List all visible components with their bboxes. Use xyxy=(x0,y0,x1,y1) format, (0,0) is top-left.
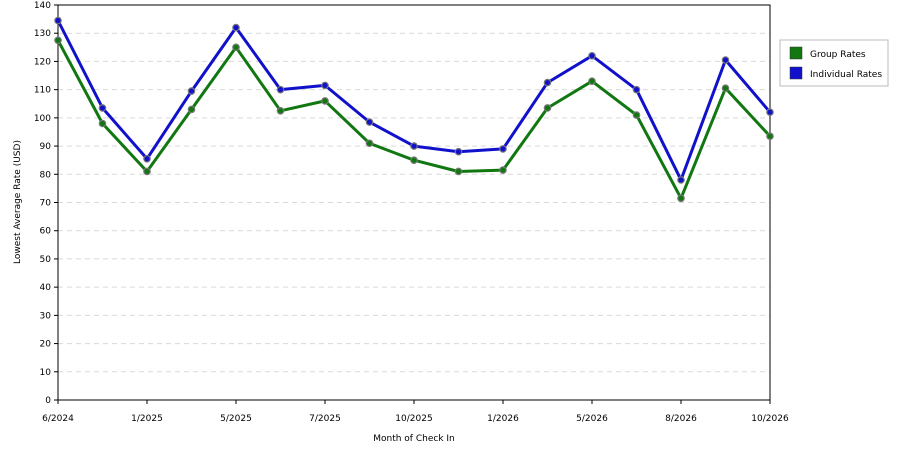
individual-rates-line xyxy=(56,19,772,182)
y-tick-label: 90 xyxy=(40,142,52,152)
legend-swatch-individual xyxy=(789,66,803,80)
y-tick-label: 100 xyxy=(34,114,51,124)
group-rates-point xyxy=(232,43,240,52)
legend-label-group: Group Rates xyxy=(810,50,866,60)
series-layer xyxy=(54,16,774,203)
group-rates-point xyxy=(54,36,62,45)
individual-rates-point xyxy=(410,142,418,150)
x-axis-title: Month of Check In xyxy=(373,434,455,444)
individual-rates-point xyxy=(677,176,685,184)
individual-rates-point xyxy=(632,85,641,94)
x-tick-label: 7/2025 xyxy=(309,414,341,424)
individual-rates-point xyxy=(365,118,374,126)
y-tick-label: 60 xyxy=(40,227,52,237)
individual-rates-point xyxy=(499,145,507,153)
individual-rates-point xyxy=(232,23,240,32)
legend-label-individual: Individual Rates xyxy=(810,70,882,80)
y-tick-label: 130 xyxy=(34,29,51,39)
x-axis: 6/2024 1/2025 5/2025 7/2025 10/2025 1/2026 5/2… xyxy=(42,400,789,424)
individual-rates-point xyxy=(721,56,730,64)
grid-lines xyxy=(58,32,770,373)
group-rates-point xyxy=(766,132,774,140)
individual-rates-point xyxy=(54,16,62,25)
y-tick-label: 0 xyxy=(45,396,51,406)
individual-rates-point xyxy=(321,81,329,90)
group-rates-point xyxy=(276,107,285,115)
y-axis-title: Lowest Average Rate (USD) xyxy=(13,140,23,264)
group-rates-point xyxy=(365,139,374,148)
legend-swatch-group xyxy=(789,46,803,60)
y-tick-label: 80 xyxy=(40,170,52,180)
individual-rates-point xyxy=(187,87,196,95)
group-rates-point xyxy=(187,105,196,114)
y-tick-label: 30 xyxy=(40,311,52,321)
y-tick-label: 110 xyxy=(34,86,51,96)
group-rates-point xyxy=(632,111,641,119)
y-tick-label: 50 xyxy=(40,255,52,265)
y-tick-label: 40 xyxy=(40,283,52,293)
x-tick-label: 8/2026 xyxy=(665,414,697,424)
y-tick-label: 120 xyxy=(34,57,51,67)
group-rates-point xyxy=(98,119,107,128)
x-tick-label: 6/2024 xyxy=(42,414,74,424)
individual-rates-point xyxy=(543,78,552,87)
x-tick-label: 10/2026 xyxy=(751,414,789,424)
legend-box xyxy=(779,39,889,87)
group-rates-point xyxy=(588,77,596,85)
y-tick-label: 20 xyxy=(40,340,52,350)
group-rates-point xyxy=(143,167,151,176)
group-rates-point xyxy=(410,156,418,164)
individual-rates-point xyxy=(588,51,596,60)
group-rates-point xyxy=(454,167,463,176)
y-tick-label: 70 xyxy=(40,199,52,209)
y-axis: 0 10 20 30 40 50 60 70 80 90 100 110 120 130 140 xyxy=(34,1,58,406)
individual-rates-point xyxy=(98,104,107,112)
individual-rates-point xyxy=(454,147,463,156)
x-tick-label: 5/2025 xyxy=(220,414,252,424)
y-tick-label: 140 xyxy=(34,1,51,11)
group-rates-point xyxy=(543,104,552,112)
group-rates-point xyxy=(499,166,507,174)
x-tick-label: 1/2026 xyxy=(487,414,519,424)
x-tick-label: 10/2025 xyxy=(395,414,432,424)
legend: Group Rates Individual Rates xyxy=(779,39,889,87)
group-rates-point xyxy=(721,84,730,93)
group-rates-point xyxy=(677,194,685,203)
group-rates-point xyxy=(321,97,329,105)
individual-rates-point xyxy=(766,108,774,117)
y-tick-label: 10 xyxy=(40,368,52,378)
individual-rates-point xyxy=(143,154,151,163)
x-tick-label: 1/2025 xyxy=(131,414,163,424)
individual-rates-point xyxy=(276,85,285,94)
x-tick-label: 5/2026 xyxy=(576,414,608,424)
